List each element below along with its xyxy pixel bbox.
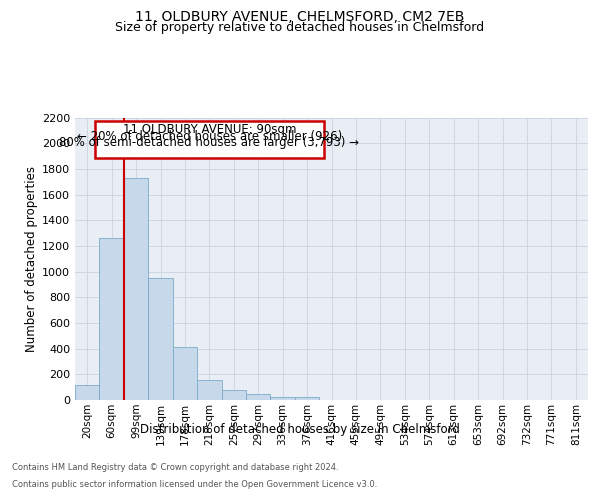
Text: Contains HM Land Registry data © Crown copyright and database right 2024.: Contains HM Land Registry data © Crown c…: [12, 462, 338, 471]
FancyBboxPatch shape: [95, 120, 324, 158]
Bar: [75, 385, 100, 400]
Text: Contains public sector information licensed under the Open Government Licence v3: Contains public sector information licen…: [12, 480, 377, 489]
Text: Distribution of detached houses by size in Chelmsford: Distribution of detached houses by size …: [140, 422, 460, 436]
Y-axis label: Number of detached properties: Number of detached properties: [25, 166, 38, 352]
Text: 11, OLDBURY AVENUE, CHELMSFORD, CM2 7EB: 11, OLDBURY AVENUE, CHELMSFORD, CM2 7EB: [136, 10, 464, 24]
Bar: [124, 178, 148, 400]
Text: 11 OLDBURY AVENUE: 90sqm: 11 OLDBURY AVENUE: 90sqm: [122, 124, 296, 136]
Text: Size of property relative to detached houses in Chelmsford: Size of property relative to detached ho…: [115, 21, 485, 34]
Text: 80% of semi-detached houses are larger (3,793) →: 80% of semi-detached houses are larger (…: [59, 136, 359, 149]
Bar: [148, 278, 173, 400]
Bar: [197, 380, 221, 400]
Bar: [271, 397, 295, 400]
Bar: [246, 394, 271, 400]
Bar: [221, 390, 246, 400]
Text: ← 20% of detached houses are smaller (926): ← 20% of detached houses are smaller (92…: [77, 130, 342, 142]
Bar: [100, 238, 124, 400]
Bar: [173, 346, 197, 400]
Bar: [295, 398, 319, 400]
